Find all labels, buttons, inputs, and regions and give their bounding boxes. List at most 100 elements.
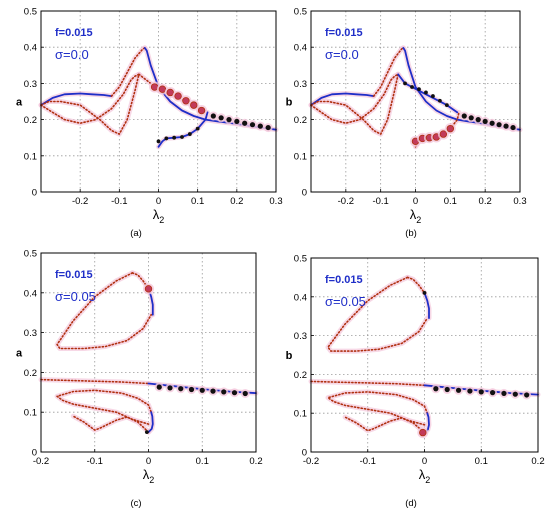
- data-marker: [510, 124, 516, 131]
- data-marker: [482, 118, 488, 125]
- markers: [417, 291, 532, 439]
- y-tick-label: 0.2: [24, 115, 37, 126]
- x-tick-label: 0.2: [249, 456, 262, 467]
- unstable-branch-line: [40, 378, 150, 385]
- y-tick-label: 0.1: [24, 408, 37, 419]
- x-tick-label: 0.1: [191, 196, 204, 207]
- data-marker: [503, 123, 509, 129]
- y-tick-label: 0.4: [294, 43, 307, 54]
- unstable-branch-line: [327, 276, 429, 352]
- x-axis-label-subscript: 2: [416, 215, 421, 225]
- unstable-branch-line: [40, 73, 140, 124]
- x-tick-label: -0.1: [111, 196, 127, 207]
- y-tick-label: 0.2: [24, 368, 37, 379]
- x-tick-label: -0.1: [360, 456, 376, 467]
- y-axis-label: b: [286, 97, 293, 109]
- data-marker: [182, 97, 190, 105]
- data-marker: [210, 113, 216, 119]
- x-axis-label: λ2: [143, 467, 155, 485]
- markers: [143, 283, 250, 434]
- data-marker: [439, 130, 448, 138]
- y-tick-label: 0: [302, 188, 307, 199]
- unstable-branch-line: [56, 272, 152, 350]
- y-axis-label: a: [16, 348, 23, 360]
- chart-panel-b: -0.2 -0.1 0 0.1 0.2 0.3 0 0.1 0.2 0.3 0.4 0.5 b λ2 f=0…: [286, 7, 527, 240]
- y-tick-label: 0.3: [24, 328, 37, 339]
- data-marker: [496, 122, 502, 128]
- data-marker: [190, 101, 198, 109]
- data-marker: [180, 135, 184, 139]
- x-tick-label: -0.2: [338, 196, 354, 207]
- plot-area: [41, 11, 276, 192]
- data-marker: [234, 118, 240, 125]
- x-axis-label-subscript: 2: [159, 215, 164, 225]
- annotation-sigma: σ=0.05: [55, 289, 96, 304]
- data-marker: [174, 92, 182, 100]
- data-marker: [446, 124, 455, 133]
- data-marker: [221, 389, 227, 395]
- data-marker: [431, 94, 435, 98]
- x-tick-label: 0.3: [269, 196, 282, 207]
- x-tick-label: 0.2: [531, 456, 544, 467]
- x-tick-label: 0: [156, 196, 161, 207]
- annotation-f: f=0.015: [325, 27, 363, 39]
- data-marker: [195, 126, 200, 131]
- data-marker: [166, 88, 174, 97]
- unstable-branch-line: [327, 391, 429, 426]
- y-tick-label: 0.5: [24, 249, 37, 260]
- data-marker: [167, 385, 173, 391]
- data-marker: [144, 430, 149, 434]
- data-marker: [226, 117, 232, 123]
- x-tick-label: 0.1: [444, 196, 457, 207]
- y-tick-label: 0: [32, 448, 37, 459]
- data-marker: [218, 115, 224, 121]
- data-marker: [178, 386, 184, 392]
- panel-caption: (c): [130, 498, 141, 509]
- annotation-f: f=0.015: [55, 269, 93, 281]
- series-group: [38, 45, 279, 150]
- y-tick-label: 0.3: [24, 79, 37, 90]
- data-marker: [242, 120, 248, 126]
- data-marker: [475, 117, 481, 123]
- y-tick-label: 0.1: [294, 409, 307, 420]
- annotation-f: f=0.015: [325, 274, 363, 286]
- x-tick-label: 0.3: [513, 196, 526, 207]
- markers: [149, 81, 273, 144]
- y-tick-label: 0.4: [294, 292, 307, 303]
- x-tick-label: -0.1: [372, 196, 388, 207]
- data-marker: [210, 388, 216, 394]
- data-marker: [467, 388, 473, 394]
- y-tick-label: 0.3: [294, 331, 307, 342]
- panel-caption: (a): [130, 228, 142, 239]
- y-tick-label: 0.1: [294, 151, 307, 162]
- y-axis-label: a: [16, 97, 23, 109]
- unstable-branch-line: [56, 389, 152, 425]
- data-marker: [172, 135, 177, 140]
- data-marker: [231, 390, 238, 396]
- x-axis-label-main: λ: [153, 207, 160, 222]
- x-axis-label-subscript: 2: [149, 475, 154, 485]
- x-tick-label: 0.2: [479, 196, 492, 207]
- ticks: -0.2 -0.1 0 0.1 0.2 0 0.1 0.2 0.3 0.4 0.5: [24, 249, 263, 468]
- unstable-branch-line: [310, 73, 399, 135]
- data-marker: [478, 389, 484, 395]
- data-marker: [150, 83, 159, 91]
- data-marker: [199, 387, 205, 393]
- stable-branch-line: [310, 92, 375, 106]
- x-axis-label-main: λ: [410, 207, 417, 222]
- data-marker: [455, 387, 462, 393]
- x-tick-label: 0: [422, 456, 427, 467]
- x-tick-label: -0.2: [303, 456, 319, 467]
- panel-caption: (d): [405, 498, 417, 509]
- stable-branch-line: [147, 411, 154, 433]
- annotation-sigma: σ=0.0: [325, 47, 359, 62]
- x-tick-label: 0.1: [196, 456, 209, 467]
- y-tick-label: 0.5: [24, 7, 37, 18]
- data-marker: [242, 390, 248, 397]
- data-marker: [257, 123, 263, 129]
- x-tick-label: 0.2: [230, 196, 243, 207]
- x-axis-label: λ2: [153, 207, 165, 225]
- data-marker: [422, 291, 427, 295]
- x-tick-label: 0: [146, 456, 151, 467]
